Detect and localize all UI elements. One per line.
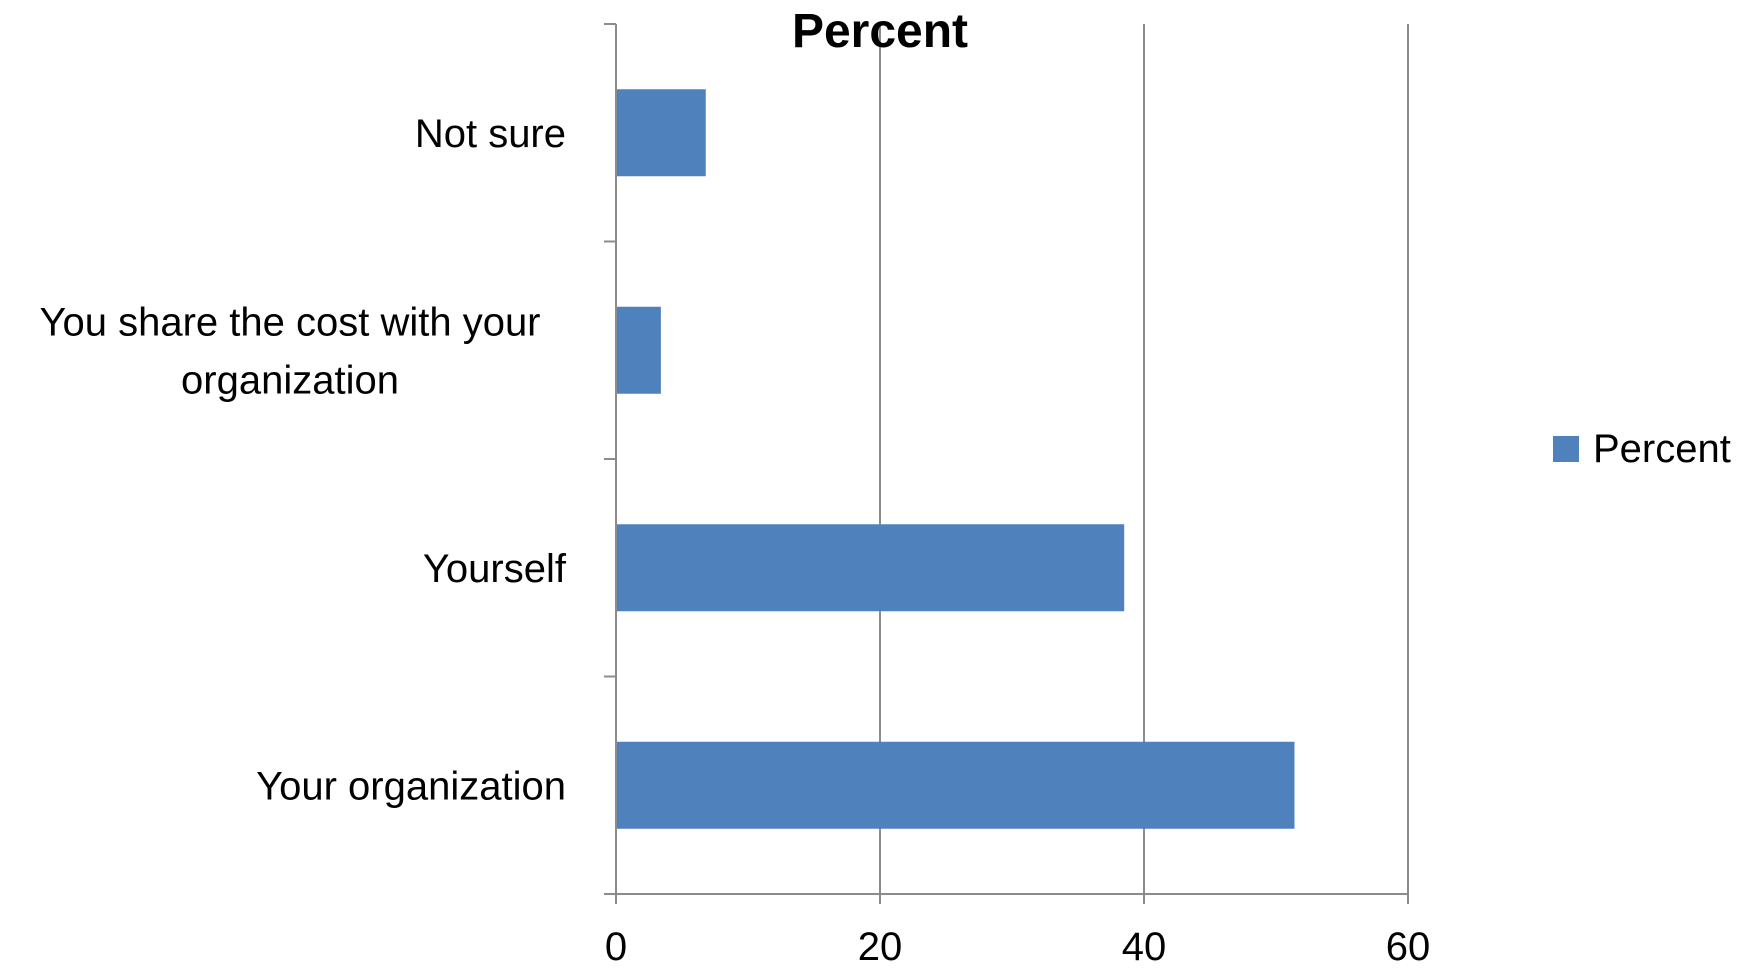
bar bbox=[616, 306, 661, 394]
legend-swatch bbox=[1553, 436, 1579, 462]
x-tick-label: 60 bbox=[1386, 925, 1431, 969]
chart-title: Percent bbox=[792, 5, 968, 58]
bars bbox=[616, 89, 1295, 829]
axes bbox=[604, 23, 1409, 904]
category-label: Your organization bbox=[256, 764, 566, 808]
bar bbox=[616, 741, 1295, 829]
category-label-line: You share the cost with your bbox=[39, 300, 540, 344]
category-label-line: organization bbox=[181, 358, 399, 402]
legend-label: Percent bbox=[1593, 427, 1731, 471]
category-label-line: Not sure bbox=[415, 112, 566, 156]
category-label: Yourself bbox=[423, 547, 567, 591]
category-label: Not sure bbox=[415, 112, 566, 156]
category-label-line: Yourself bbox=[423, 547, 567, 591]
x-tick-label: 20 bbox=[858, 925, 903, 969]
category-label: You share the cost with your organization bbox=[39, 300, 540, 402]
bar bbox=[616, 524, 1125, 612]
category-label-line: Your organization bbox=[256, 764, 566, 808]
x-tick-label: 40 bbox=[1122, 925, 1167, 969]
x-tick-labels: 0 20 40 60 bbox=[605, 925, 1430, 969]
x-tick-label: 0 bbox=[605, 925, 627, 969]
bar bbox=[616, 89, 706, 177]
legend: Percent bbox=[1553, 427, 1731, 471]
category-labels: Not sure You share the cost with your orga… bbox=[39, 112, 566, 809]
